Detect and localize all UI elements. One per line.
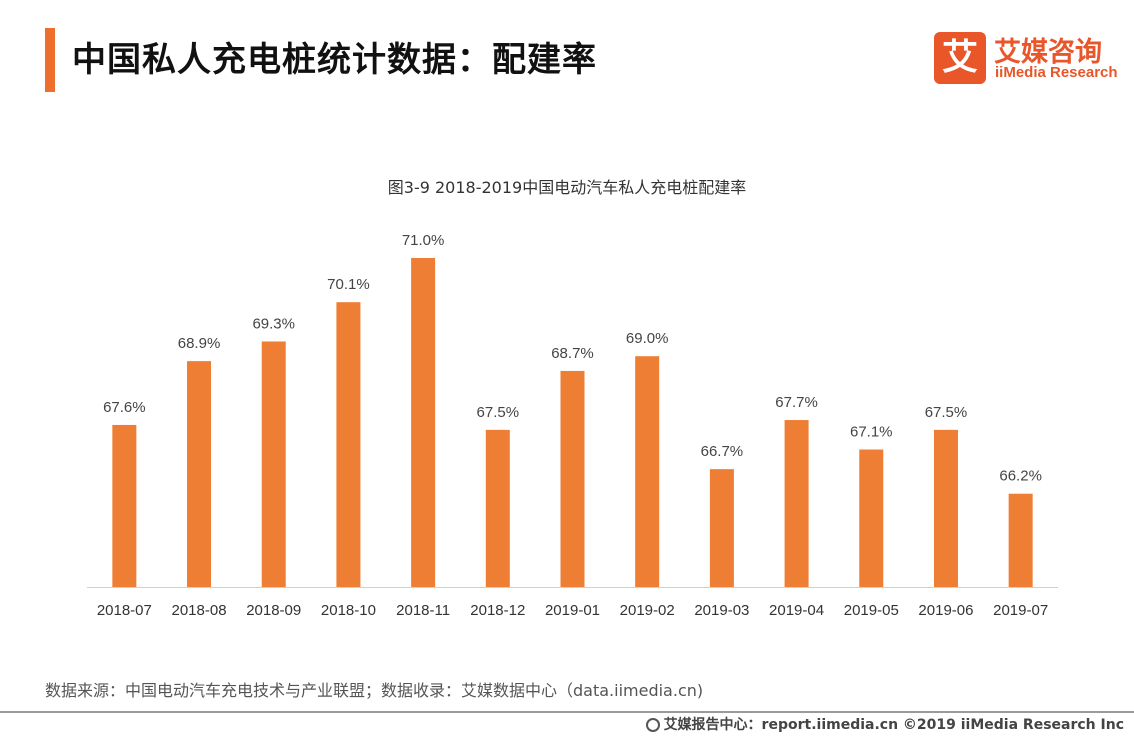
bar-2019-05 — [859, 449, 884, 587]
bar-2018-10 — [336, 302, 361, 587]
bar-2018-07 — [112, 424, 137, 587]
x-tick-label: 2019-01 — [545, 602, 600, 619]
chart-title: 图3-9 2018-2019中国电动汽车私人充电桩配建率 — [387, 178, 747, 197]
title-accent-bar — [45, 28, 55, 92]
x-tick-label: 2019-02 — [620, 602, 675, 619]
x-tick-label: 2018-10 — [321, 602, 376, 619]
bar-2018-12 — [485, 429, 510, 587]
data-source-note: 数据来源：中国电动汽车充电技术与产业联盟；数据收录：艾媒数据中心（data.ii… — [45, 681, 704, 700]
bar-value-label: 67.6% — [103, 399, 146, 416]
iimedia-logo: 艾 艾媒咨询 iiMedia Research — [934, 30, 1124, 86]
bar-2018-09 — [261, 341, 286, 587]
footer-divider — [0, 711, 1134, 713]
page-title: 中国私人充电桩统计数据：配建率 — [72, 40, 597, 80]
bar-2019-04 — [784, 420, 809, 587]
x-tick-label: 2019-03 — [694, 602, 749, 619]
footer-copyright-text: 艾媒报告中心：report.iimedia.cn ©2019 iiMedia R… — [663, 717, 1124, 733]
x-tick-label: 2018-08 — [172, 602, 227, 619]
bar-value-label: 69.0% — [626, 330, 669, 347]
bar-2019-07 — [1008, 493, 1033, 587]
x-tick-label: 2018-11 — [396, 602, 450, 619]
bar-2018-08 — [187, 361, 212, 587]
x-tick-label: 2018-09 — [246, 602, 301, 619]
bar-value-label: 67.5% — [477, 404, 520, 421]
bar-value-label: 67.7% — [775, 394, 818, 411]
bar-2018-11 — [411, 258, 436, 587]
bar-value-label: 67.5% — [925, 404, 968, 421]
bar-value-label: 68.9% — [178, 335, 221, 352]
bar-value-label: 70.1% — [327, 276, 370, 293]
bar-value-label: 67.1% — [850, 424, 893, 441]
footer-copyright: 艾媒报告中心：report.iimedia.cn ©2019 iiMedia R… — [645, 714, 1124, 734]
x-tick-label: 2019-07 — [993, 602, 1048, 619]
logo-english-text: iiMedia Research — [995, 64, 1118, 81]
bar-2019-03 — [709, 469, 734, 587]
logo-chinese-text: 艾媒咨询 — [994, 37, 1102, 68]
bar-2019-02 — [635, 356, 660, 587]
x-tick-label: 2019-04 — [769, 602, 824, 619]
bar-value-label: 71.0% — [402, 232, 445, 249]
bar-value-label: 66.7% — [701, 443, 744, 460]
bar-2019-01 — [560, 370, 585, 587]
bar-value-label: 66.2% — [999, 468, 1042, 485]
x-tick-label: 2018-12 — [470, 602, 525, 619]
x-tick-label: 2019-06 — [918, 602, 973, 619]
logo-mark-icon: 艾 — [934, 32, 986, 84]
bar-value-label: 69.3% — [252, 315, 295, 332]
bar-2019-06 — [933, 429, 958, 587]
x-tick-label: 2019-05 — [844, 602, 899, 619]
x-tick-label: 2018-07 — [97, 602, 152, 619]
bar-value-label: 68.7% — [551, 345, 594, 362]
globe-icon — [645, 718, 660, 732]
